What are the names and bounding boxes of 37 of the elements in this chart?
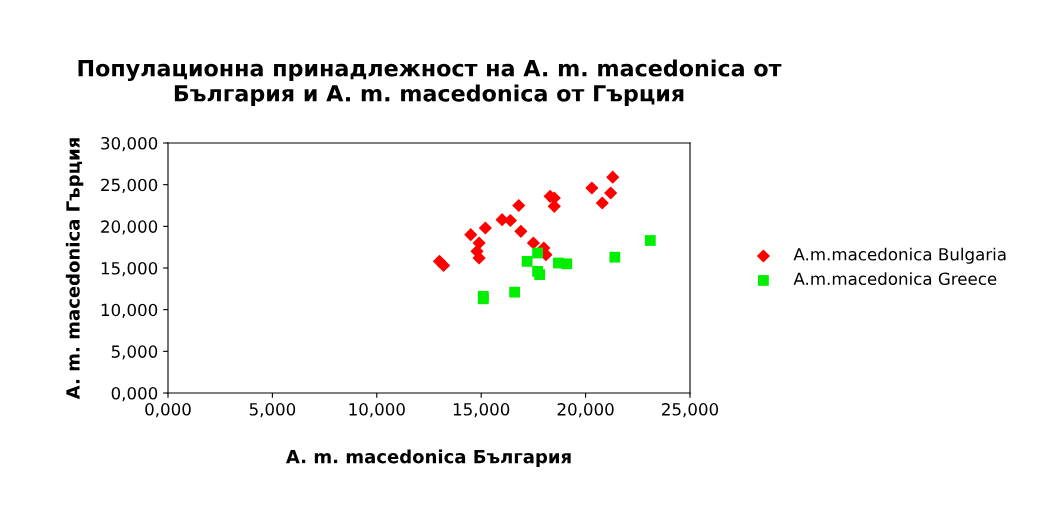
y-tick-label: 0,000 [111, 386, 158, 402]
point [503, 213, 518, 228]
point [521, 255, 533, 267]
x-tick-label: 20,000 [557, 403, 614, 418]
point [532, 247, 543, 259]
point [585, 181, 599, 195]
point [512, 198, 526, 213]
y-tick-label: 10,000 [101, 303, 158, 318]
point [472, 251, 486, 265]
x-tick-label: 10,000 [349, 403, 405, 418]
legend-label: A.m.macedonica Bulgaria [793, 247, 1006, 264]
point [606, 170, 620, 184]
point [609, 251, 621, 263]
point [526, 236, 540, 250]
point [478, 221, 492, 235]
y-tick-label: 20,000 [101, 220, 158, 235]
x-tick-label: 25,000 [662, 403, 719, 418]
point [561, 258, 573, 270]
point [509, 286, 520, 298]
y-tick-label: 5,000 [111, 345, 158, 360]
point [437, 258, 451, 273]
x-tick-label: 5,000 [249, 403, 296, 418]
chart-title: Популационна принадлежност на A. m. macedonica от България и A. m. macedonica от Гърция [78, 59, 782, 106]
point [514, 224, 528, 238]
point [595, 196, 609, 210]
y-axis-title: A. m. macedonica Гърция [65, 138, 84, 400]
y-tick-label: 30,000 [101, 136, 158, 152]
x-axis-title: A. m. macedonica България [285, 449, 571, 467]
point [464, 228, 478, 242]
y-tick-label: 15,000 [101, 261, 158, 277]
point [604, 186, 618, 200]
point [534, 269, 546, 281]
x-tick-label: 0,000 [145, 403, 191, 418]
legend-label: A.m.macedonica Greece [793, 272, 997, 286]
y-tick-label: 25,000 [101, 178, 158, 193]
point [644, 235, 656, 246]
x-tick-label: 15,000 [453, 403, 510, 418]
